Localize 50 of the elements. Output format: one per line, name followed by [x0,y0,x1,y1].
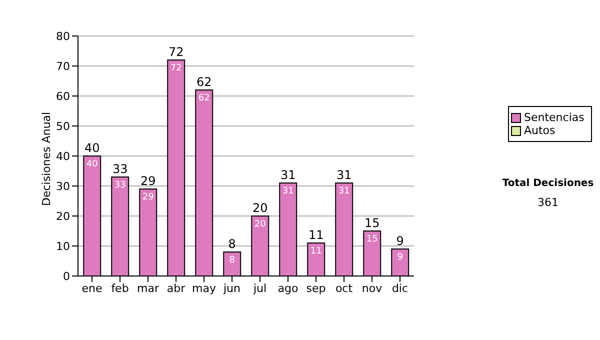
x-tick-label: sep [306,282,326,295]
total-label: 29 [140,174,156,188]
data-label: 72 [170,63,182,74]
total-label: 72 [168,45,184,59]
x-tick-label: nov [362,282,383,295]
data-label: 29 [142,192,154,202]
x-tick-label: feb [111,282,129,295]
x-tick-label: oct [335,282,354,295]
total-label: 11 [308,228,324,242]
y-tick-label: 70 [56,60,70,73]
y-axis-title: Decisiones Anual [40,112,53,206]
y-tick-label: 0 [63,270,70,283]
y-tick-label: 50 [56,120,70,133]
y-tick-label: 10 [56,240,70,253]
total-label: 9 [396,234,404,248]
legend-label: Autos [523,124,556,137]
total-label: 33 [112,162,128,176]
y-tick-label: 30 [56,180,70,193]
x-tick-label: ene [82,282,102,295]
data-label: 8 [229,255,236,266]
data-label: 62 [198,93,210,104]
x-tick-label: abr [166,282,186,295]
x-tick-label: may [192,282,216,295]
data-label: 15 [366,234,378,244]
y-tick-label: 20 [56,210,70,223]
data-label: 40 [86,159,98,170]
total-label: 20 [252,201,268,215]
total-label: 31 [336,168,352,182]
x-tick-label: jun [222,282,241,295]
y-tick-label: 60 [56,90,70,103]
x-tick-label: jul [252,282,267,295]
y-tick-label: 80 [56,30,70,43]
x-tick-label: mar [137,282,160,295]
data-label: 11 [310,246,322,256]
x-tick-label: ago [278,282,298,295]
data-label: 31 [338,186,350,196]
total-label: 40 [84,141,100,155]
data-label: 33 [114,180,126,190]
text: 361 [536,196,560,209]
x-tick-label: dic [392,282,408,295]
data-label: 20 [254,219,266,230]
total-label: 8 [228,237,236,251]
legend-label: Sentencias [523,111,586,124]
total-label: 15 [364,216,380,230]
data-label: 31 [282,186,294,196]
text: Total Decisiones [501,178,595,189]
data-label: 9 [397,252,404,262]
total-label: 31 [280,168,296,182]
total-label: 62 [196,75,212,89]
y-tick-label: 40 [56,150,70,163]
